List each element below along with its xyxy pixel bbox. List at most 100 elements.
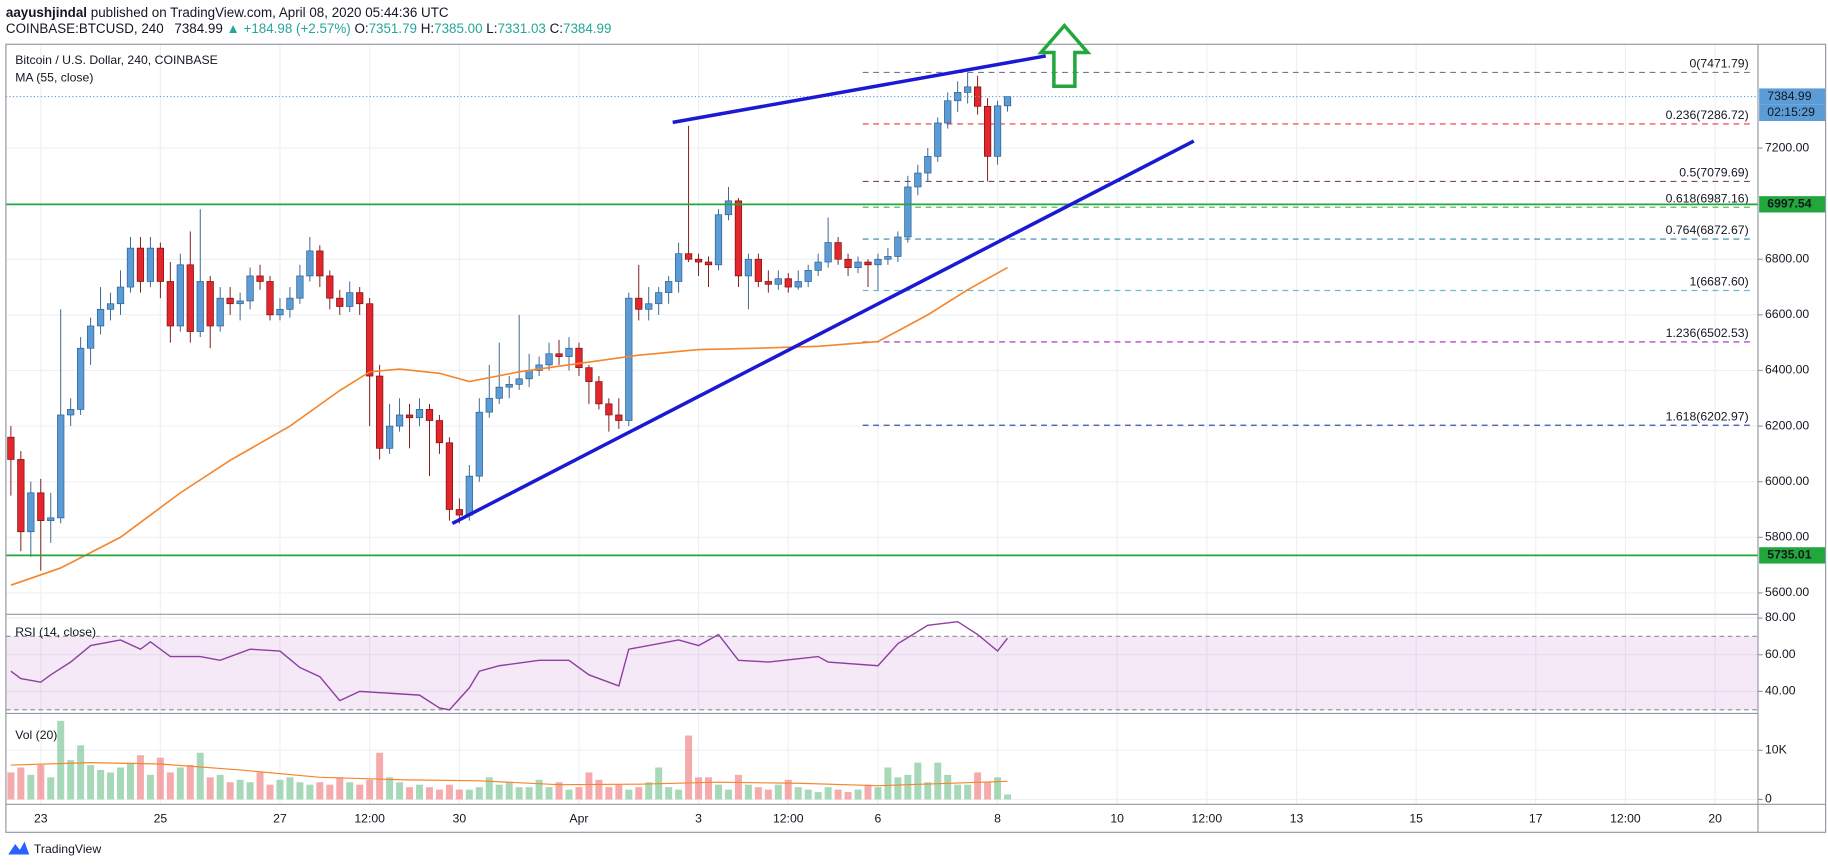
volume-bar — [475, 787, 483, 800]
candle-body — [286, 297, 294, 310]
candle-body — [744, 258, 753, 277]
candle-body — [196, 281, 204, 332]
volume-bar — [216, 774, 224, 800]
volume-bar — [784, 779, 792, 800]
volume-bar — [635, 787, 643, 800]
x-tick-label: 30 — [453, 812, 467, 826]
volume-bar — [136, 755, 144, 800]
volume-bar — [744, 784, 752, 800]
x-tick-label: 12:00 — [773, 812, 804, 826]
volume-bar — [386, 777, 394, 800]
x-tick-label: 10 — [1110, 812, 1124, 826]
candle-body — [565, 347, 573, 357]
candle-body — [545, 353, 553, 366]
volume-bar — [874, 787, 882, 800]
candle-body — [824, 242, 832, 263]
fib-label: 0.764(6872.67) — [1666, 223, 1749, 237]
candle-body — [704, 261, 713, 266]
candle-body — [964, 86, 972, 93]
candle-body — [505, 384, 513, 388]
volume-bar — [944, 774, 952, 800]
x-tick-label: 27 — [273, 812, 287, 826]
candle-body — [605, 403, 613, 416]
y-tick-label: 60.00 — [1765, 647, 1796, 661]
x-tick-label: 12:00 — [1192, 812, 1223, 826]
candle-body — [306, 250, 314, 277]
brand: TradingView — [34, 842, 101, 856]
candle-body — [316, 250, 324, 277]
candle-body — [216, 297, 224, 327]
candle-body — [914, 172, 922, 188]
candle-body — [465, 475, 473, 516]
volume-bar — [286, 777, 294, 800]
volume-bar — [256, 772, 264, 800]
volume-bar — [176, 767, 184, 800]
y-tick-label: 5600.00 — [1765, 585, 1809, 599]
header-line: aayushjindal published on TradingView.co… — [6, 4, 449, 19]
candle-body — [655, 292, 663, 305]
fib-label: 1.618(6202.97) — [1666, 409, 1749, 423]
volume-bar — [266, 784, 274, 800]
chart-title: Bitcoin / U.S. Dollar, 240, COINBASE — [15, 53, 218, 67]
volume-bar — [954, 784, 962, 800]
candle-body — [326, 275, 334, 299]
candle-body — [515, 378, 523, 385]
candle-body — [635, 297, 643, 310]
candle-body — [475, 411, 483, 477]
volume-bar — [904, 774, 912, 800]
volume-bar — [126, 762, 134, 800]
volume-bar — [236, 779, 244, 800]
candle-body — [724, 200, 733, 216]
l-value: 7331.03 — [497, 21, 545, 36]
volume-bar — [695, 777, 703, 800]
volume-bar — [346, 782, 354, 800]
volume-bar — [884, 767, 892, 800]
candle-body — [525, 370, 533, 380]
candle-body — [246, 275, 254, 302]
x-tick-label: 17 — [1529, 812, 1543, 826]
published: published on TradingView.com, April 08, … — [91, 4, 449, 19]
candle-body — [764, 281, 772, 285]
volume-bar — [27, 774, 35, 800]
candle-body — [276, 308, 284, 316]
volume-bar — [425, 787, 433, 800]
volume-bar — [376, 752, 384, 800]
fib-label: 0.236(7286.72) — [1666, 108, 1749, 122]
candle-body — [425, 409, 434, 421]
volume-bar — [864, 784, 872, 800]
candle-body — [884, 256, 892, 260]
candle-body — [156, 247, 164, 282]
plot-layer: 23 25 27 12:00 30 Apr 3 12:00 6 8 10 12:00 13 15 17 12:… — [5, 44, 1826, 826]
o-value: 7351.79 — [369, 21, 417, 36]
price: 7384.99 — [174, 21, 222, 36]
price-label: 7384.99 — [1767, 89, 1811, 103]
volume-bar — [974, 772, 982, 800]
candle-body — [974, 86, 982, 107]
candle-body — [784, 278, 792, 288]
volume-bar — [665, 787, 673, 800]
candle-body — [27, 492, 35, 533]
candle-body — [834, 242, 842, 260]
c-value: 7384.99 — [563, 21, 611, 36]
candle-body — [734, 200, 743, 277]
volume-bar — [645, 782, 653, 800]
candle-body — [495, 386, 503, 399]
candle-body — [96, 308, 105, 327]
fib-label: 0.618(6987.16) — [1666, 191, 1749, 205]
candle-body — [415, 409, 424, 419]
price-label: 5735.01 — [1767, 548, 1811, 562]
volume-bar — [505, 782, 513, 800]
candle-body — [894, 236, 902, 257]
x-tick-label: 25 — [154, 812, 168, 826]
volume-bar — [196, 752, 204, 800]
o-label: O: — [354, 21, 368, 36]
candle-body — [47, 517, 55, 521]
volume-bar — [47, 777, 55, 800]
volume-bar — [834, 789, 842, 800]
x-tick-label: 12:00 — [354, 812, 385, 826]
rsi-band — [5, 636, 1758, 710]
candle-body — [774, 278, 782, 285]
moving-average — [10, 266, 1008, 586]
candle-body — [585, 367, 593, 382]
volume-bar — [724, 789, 732, 800]
